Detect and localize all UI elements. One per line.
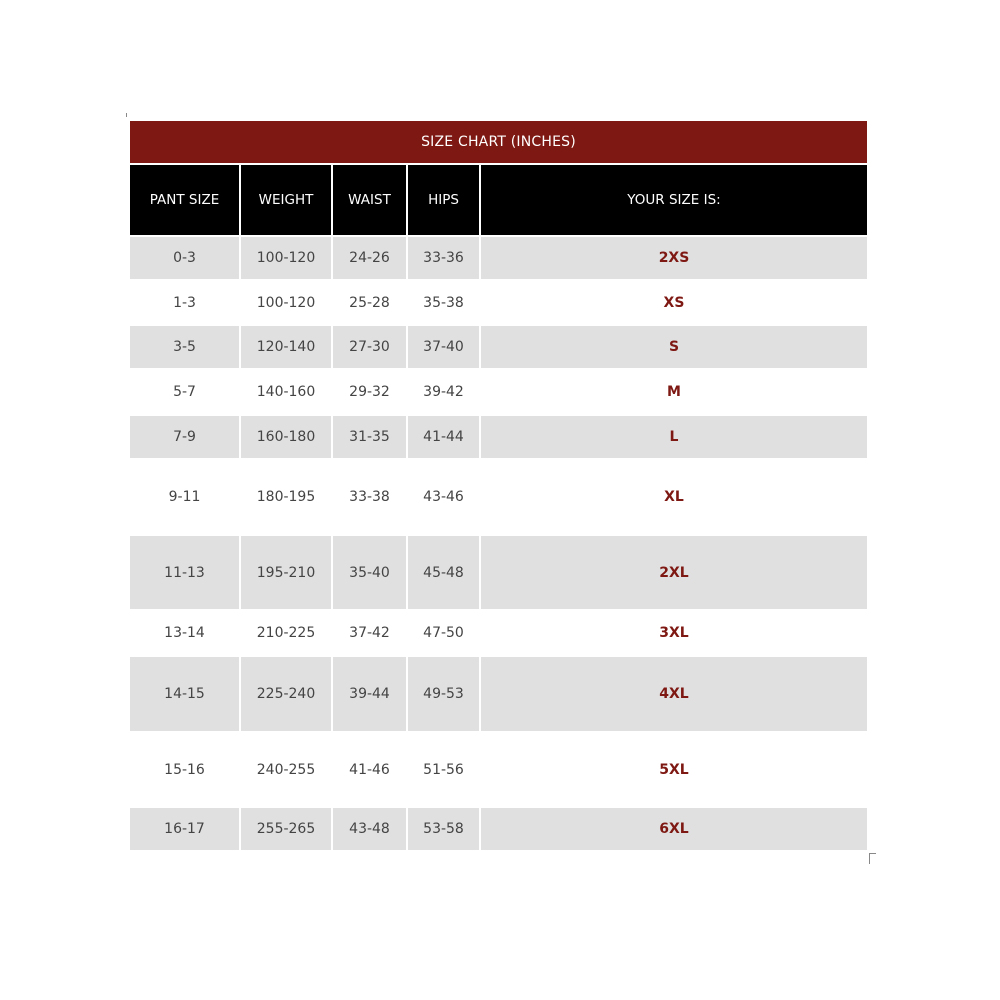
cell-hips: 45-48 (408, 536, 479, 609)
cell-your-size: M (667, 384, 681, 400)
cell-waist: 29-32 (349, 384, 390, 400)
cell-waist: 37-42 (349, 625, 390, 641)
cell-weight: 195-210 (241, 536, 331, 609)
cell-pant-size: 5-7 (173, 384, 196, 400)
cell-weight: 180-195 (256, 489, 316, 505)
cell-your-size: XL (664, 489, 684, 505)
cell-weight: 100-120 (256, 294, 316, 311)
table-title: SIZE CHART (INCHES) (130, 121, 867, 163)
cell-weight: 140-160 (256, 384, 316, 400)
cell-pant-size: 9-11 (168, 489, 201, 505)
cell-hips: 53-58 (408, 808, 479, 850)
cell-weight: 160-180 (241, 416, 331, 458)
header-your-size: YOUR SIZE IS: (481, 165, 867, 235)
cell-hips: 37-40 (408, 326, 479, 368)
cell-pant-size: 13-14 (164, 625, 205, 641)
cell-pant-size: 7-9 (130, 416, 239, 458)
cell-weight: 120-140 (241, 326, 331, 368)
cell-pant-size: 0-3 (130, 237, 239, 279)
header-hips: HIPS (408, 165, 479, 235)
cell-your-size: S (481, 326, 867, 368)
cell-waist: 35-40 (333, 536, 406, 609)
cell-weight: 100-120 (241, 237, 331, 279)
cell-waist: 24-26 (333, 237, 406, 279)
cell-your-size: L (481, 416, 867, 458)
cell-waist: 27-30 (333, 326, 406, 368)
cell-hips: 35-38 (423, 294, 464, 311)
cell-hips: 43-46 (423, 489, 464, 505)
cell-your-size: 2XL (481, 536, 867, 609)
header-waist: WAIST (333, 165, 406, 235)
cell-waist: 41-46 (349, 761, 390, 778)
cell-waist: 43-48 (333, 808, 406, 850)
cell-pant-size: 3-5 (130, 326, 239, 368)
cell-your-size: 3XL (659, 625, 689, 641)
cell-weight: 255-265 (241, 808, 331, 850)
cell-your-size: 2XS (481, 237, 867, 279)
cell-hips: 49-53 (408, 657, 479, 731)
cell-pant-size: 11-13 (130, 536, 239, 609)
cell-hips: 51-56 (423, 761, 464, 778)
header-pant-size: PANT SIZE (130, 165, 239, 235)
corner-mark (126, 113, 127, 117)
cell-waist: 33-38 (349, 489, 390, 505)
cell-waist: 31-35 (333, 416, 406, 458)
cell-hips: 47-50 (423, 625, 464, 641)
cell-your-size: 6XL (481, 808, 867, 850)
cell-hips: 39-42 (423, 384, 464, 400)
cell-waist: 25-28 (349, 294, 390, 311)
cell-pant-size: 1-3 (173, 294, 196, 311)
cell-waist: 39-44 (333, 657, 406, 731)
corner-mark (869, 853, 876, 864)
cell-weight: 240-255 (256, 761, 316, 778)
cell-your-size: XS (663, 294, 685, 311)
cell-weight: 210-225 (256, 625, 316, 641)
cell-pant-size: 15-16 (164, 761, 205, 778)
size-chart-table: SIZE CHART (INCHES) PANT SIZE WEIGHT WAIST… (130, 121, 867, 850)
table-grid: PANT SIZE WEIGHT WAIST HIPS YOUR SIZE IS: 0-3… (130, 165, 867, 850)
cell-pant-size: 14-15 (130, 657, 239, 731)
cell-hips: 41-44 (408, 416, 479, 458)
cell-your-size: 5XL (659, 761, 689, 778)
cell-weight: 225-240 (241, 657, 331, 731)
cell-your-size: 4XL (481, 657, 867, 731)
cell-hips: 33-36 (408, 237, 479, 279)
cell-pant-size: 16-17 (130, 808, 239, 850)
header-weight: WEIGHT (241, 165, 331, 235)
